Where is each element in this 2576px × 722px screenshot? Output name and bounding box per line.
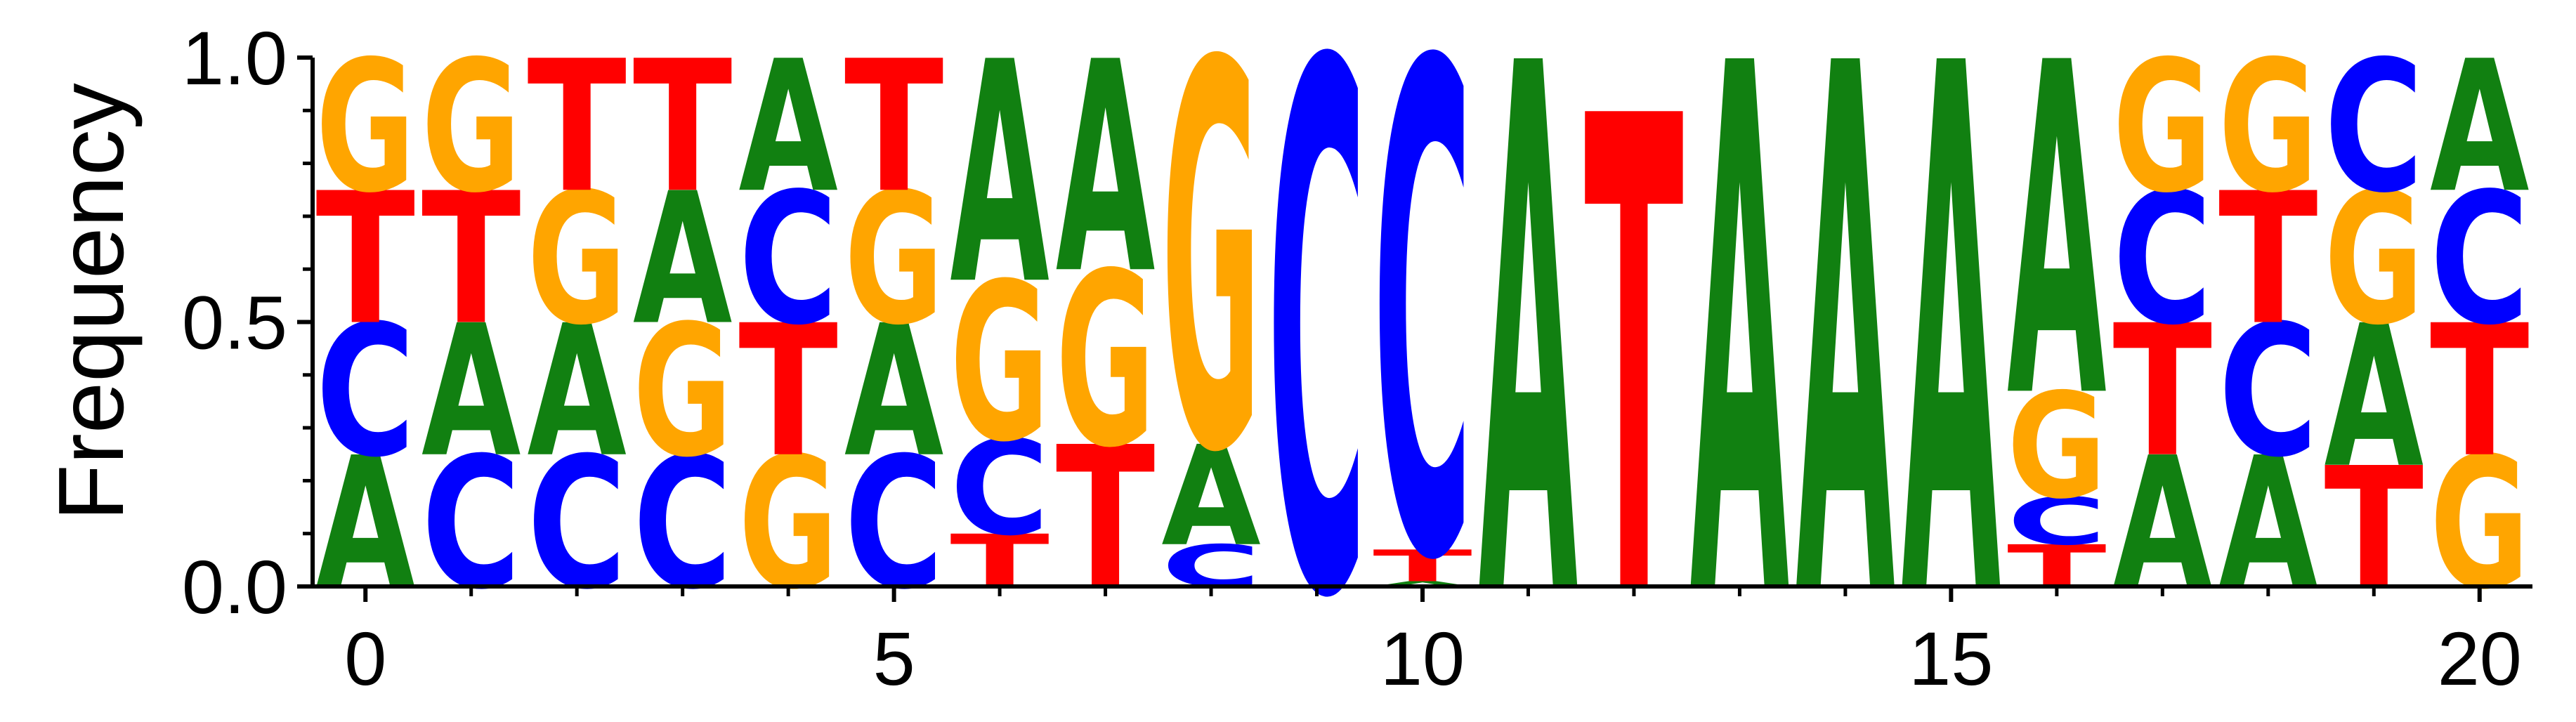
logo-letter-T-pos-20: T — [2430, 287, 2529, 498]
logo-letter-C-pos-6: C — [950, 412, 1049, 565]
logo-letter-T-pos-3: T — [633, 22, 732, 233]
logo-letter-A-pos-7: A — [1056, 1, 1156, 339]
x-tick-label: 10 — [1380, 616, 1465, 701]
logo-letter-G-pos-0: G — [316, 21, 415, 232]
logo-letter-T-pos-10: T — [1373, 541, 1472, 591]
logo-letter-C-pos-16: C — [2007, 484, 2106, 560]
logo-letter-T-pos-18: T — [2218, 155, 2317, 365]
axes: 0.0 0.5 1.0 0 5 10 15 20 — [182, 15, 2532, 701]
logo-letter-A-pos-11: A — [1479, 0, 1579, 722]
logo-letter-T-pos-17: T — [2113, 287, 2212, 498]
logo-letter-G-pos-18: G — [2218, 21, 2317, 232]
logo-letter-G-pos-2: G — [527, 154, 626, 365]
logo-letter-G-pos-16: G — [2007, 362, 2106, 531]
logo-letter-T-pos-2: T — [527, 22, 626, 233]
logo-letter-C-pos-4: C — [738, 154, 837, 365]
logo-letter-C-pos-0: C — [316, 287, 415, 497]
logo-letter-G-pos-1: G — [421, 21, 521, 232]
logo-letter-G-pos-17: G — [2113, 21, 2212, 232]
logo-letter-A-pos-15: A — [1902, 0, 2002, 722]
logo-letter-T-pos-1: T — [421, 155, 521, 365]
logo-letter-G-pos-19: G — [2325, 154, 2424, 365]
logo-letter-A-pos-16: A — [2007, 0, 2107, 499]
logo-letter-C-pos-9: C — [1267, 0, 1366, 722]
x-tick-label: 0 — [344, 616, 386, 701]
logo-letter-T-pos-12: T — [1584, 0, 1685, 722]
logo-letter-C-pos-20: C — [2430, 154, 2529, 365]
logo-letter-T-pos-4: T — [738, 287, 837, 498]
logo-letter-G-pos-3: G — [633, 286, 732, 497]
x-tick-label: 20 — [2438, 616, 2522, 701]
logo-letter-C-pos-17: C — [2113, 154, 2212, 365]
logo-letter-C-pos-10: C — [1373, 0, 1472, 709]
logo-letter-A-pos-2: A — [527, 287, 626, 497]
x-tick-label: 15 — [1909, 616, 1993, 701]
logo-letter-A-pos-4: A — [738, 22, 837, 232]
x-tick-label: 5 — [873, 616, 915, 701]
logo-letter-A-pos-6: A — [950, 0, 1050, 352]
logo-letter-T-pos-5: T — [844, 22, 943, 233]
logo-letter-T-pos-0: T — [315, 155, 414, 365]
y-tick-label: 0.0 — [182, 544, 287, 629]
logo-letter-A-pos-20: A — [2430, 22, 2529, 232]
logo-letter-A-pos-19: A — [2325, 283, 2424, 511]
logo-letter-G-pos-5: G — [844, 154, 943, 365]
logo-letter-A-pos-13: A — [1690, 0, 1791, 722]
logo-letter-A-pos-14: A — [1796, 0, 1896, 722]
logo-letter-G-pos-7: G — [1056, 222, 1155, 500]
logo-letter-A-pos-3: A — [633, 155, 732, 365]
y-tick-label: 0.5 — [182, 280, 287, 365]
y-axis-label: Frequency — [39, 83, 143, 521]
logo-letter-A-pos-1: A — [421, 287, 521, 497]
logo-letter-C-pos-18: C — [2218, 287, 2317, 497]
logo-letter-A-pos-8: A — [1161, 416, 1260, 577]
logo-letter-C-pos-19: C — [2325, 22, 2424, 232]
logo-letter-G-pos-6: G — [950, 238, 1049, 491]
y-tick-label: 1.0 — [182, 15, 287, 100]
logo-letter-A-pos-5: A — [844, 287, 943, 497]
logo-letter-G-pos-8: G — [1161, 0, 1260, 569]
